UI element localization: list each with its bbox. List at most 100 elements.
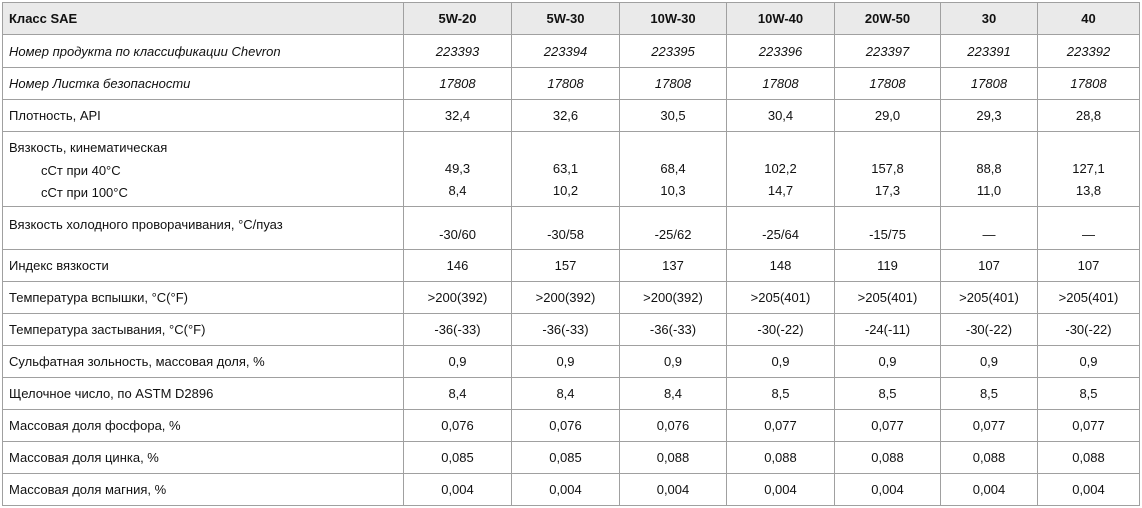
cell-value: 17808 (619, 67, 727, 100)
cell-value: 0,9 (726, 345, 835, 378)
grade-header: 30 (940, 2, 1038, 35)
cell-value: 30,5 (619, 99, 727, 132)
cell-value: 32,6 (511, 99, 620, 132)
cell-value: 148 (726, 249, 835, 282)
cell-value: 17808 (940, 67, 1038, 100)
cold-crank-value: -25/64 (762, 226, 799, 242)
cell-value: 223396 (726, 34, 835, 68)
cell-value: 0,9 (619, 345, 727, 378)
row-label: Температура вспышки, °C(°F) (2, 281, 404, 314)
viscosity-cell: 102,2 14,7 (726, 131, 835, 207)
viscosity-40-value: 88,8 (976, 160, 1002, 176)
grade-header: 40 (1037, 2, 1140, 35)
cell-value: >205(401) (834, 281, 941, 314)
row-label: Щелочное число, по ASTM D2896 (2, 377, 404, 410)
cold-crank-cell: -15/75 (834, 206, 941, 250)
cell-value: 0,004 (726, 473, 835, 506)
viscosity-100-value: 14,7 (767, 182, 794, 198)
row-label: Номер продукта по классификации Chevron (2, 34, 404, 68)
cell-value: 0,004 (619, 473, 727, 506)
cell-value: 107 (1037, 249, 1140, 282)
cell-value: 0,088 (834, 441, 941, 474)
cell-value: 0,004 (834, 473, 941, 506)
cell-value: 0,088 (619, 441, 727, 474)
row-label: Номер Листка безопасности (2, 67, 404, 100)
cold-crank-cell: -30/60 (403, 206, 512, 250)
cell-value: 8,4 (403, 377, 512, 410)
header-label: Класс SAE (2, 2, 404, 35)
grade-header: 10W-30 (619, 2, 727, 35)
grade-header: 5W-30 (511, 2, 620, 35)
viscosity-cell: 63,1 10,2 (511, 131, 620, 207)
cell-value: -30(-22) (726, 313, 835, 346)
cell-value: 29,3 (940, 99, 1038, 132)
row-label: Массовая доля цинка, % (2, 441, 404, 474)
cell-value: 223394 (511, 34, 620, 68)
viscosity-100-value: 10,3 (660, 182, 686, 198)
table-row: Номер продукта по классификации Chevron … (2, 34, 1140, 68)
cell-value: 29,0 (834, 99, 941, 132)
cell-value: 146 (403, 249, 512, 282)
cell-value: 107 (940, 249, 1038, 282)
viscosity-40-value: 157,8 (871, 160, 904, 176)
row-label: Плотность, API (2, 99, 404, 132)
viscosity-40-value: 127,1 (1072, 160, 1105, 176)
cell-value: 28,8 (1037, 99, 1140, 132)
cell-value: 223391 (940, 34, 1038, 68)
viscosity-100-value: 13,8 (1075, 182, 1102, 198)
viscosity-cell: 157,8 17,3 (834, 131, 941, 207)
cell-value: 17808 (511, 67, 620, 100)
cell-value: -36(-33) (403, 313, 512, 346)
table-row: Массовая доля фосфора, % 0,076 0,076 0,0… (2, 409, 1140, 442)
cell-value: >205(401) (940, 281, 1038, 314)
cold-crank-value: — (1082, 226, 1095, 242)
cell-value: 0,077 (940, 409, 1038, 442)
viscosity-cell: 127,1 13,8 (1037, 131, 1140, 207)
grade-header: 20W-50 (834, 2, 941, 35)
cell-value: 0,004 (511, 473, 620, 506)
cell-value: 223397 (834, 34, 941, 68)
viscosity-100-value: 8,4 (448, 182, 467, 198)
table-row: Номер Листка безопасности 17808 17808 17… (2, 67, 1140, 100)
cell-value: 0,9 (834, 345, 941, 378)
viscosity-100-value: 10,2 (552, 182, 579, 198)
cell-value: 223395 (619, 34, 727, 68)
row-label: Сульфатная зольность, массовая доля, % (2, 345, 404, 378)
cell-value: 0,9 (940, 345, 1038, 378)
cold-crank-value: -30/60 (439, 226, 476, 242)
cell-value: 0,088 (940, 441, 1038, 474)
grade-header: 5W-20 (403, 2, 512, 35)
cell-value: -30(-22) (940, 313, 1038, 346)
cell-value: 0,004 (1037, 473, 1140, 506)
table-row: Массовая доля магния, % 0,004 0,004 0,00… (2, 473, 1140, 506)
viscosity-40-value: 68,4 (660, 160, 686, 176)
table-row: Индекс вязкости 146 157 137 148 119 107 … (2, 249, 1140, 282)
cell-value: 0,077 (726, 409, 835, 442)
cold-crank-cell: -25/62 (619, 206, 727, 250)
viscosity-label-cell: Вязкость, кинематическая сСт при 40°C сС… (2, 131, 404, 207)
cold-crank-cell: -25/64 (726, 206, 835, 250)
cell-value: 8,5 (726, 377, 835, 410)
viscosity-cell: 68,4 10,3 (619, 131, 727, 207)
cell-value: 0,9 (511, 345, 620, 378)
cell-value: 8,4 (511, 377, 620, 410)
viscosity-cell: 49,3 8,4 (403, 131, 512, 207)
viscosity-100-label: сСт при 100°C (41, 185, 128, 200)
cell-value: -36(-33) (511, 313, 620, 346)
cold-crank-cell: -30/58 (511, 206, 620, 250)
viscosity-40-label: сСт при 40°C (41, 163, 121, 178)
row-label: Массовая доля фосфора, % (2, 409, 404, 442)
viscosity-row: Вязкость, кинематическая сСт при 40°C сС… (2, 131, 1140, 207)
cell-value: 8,5 (1037, 377, 1140, 410)
cell-value: >200(392) (403, 281, 512, 314)
cell-value: 137 (619, 249, 727, 282)
viscosity-label: Вязкость, кинематическая (9, 140, 168, 155)
cold-crank-value: -25/62 (654, 226, 692, 242)
viscosity-40-value: 63,1 (552, 160, 579, 176)
cell-value: 0,076 (403, 409, 512, 442)
viscosity-100-value: 17,3 (874, 182, 901, 198)
viscosity-cell: 88,8 11,0 (940, 131, 1038, 207)
cell-value: 0,085 (403, 441, 512, 474)
table-row: Температура вспышки, °C(°F) >200(392) >2… (2, 281, 1140, 314)
